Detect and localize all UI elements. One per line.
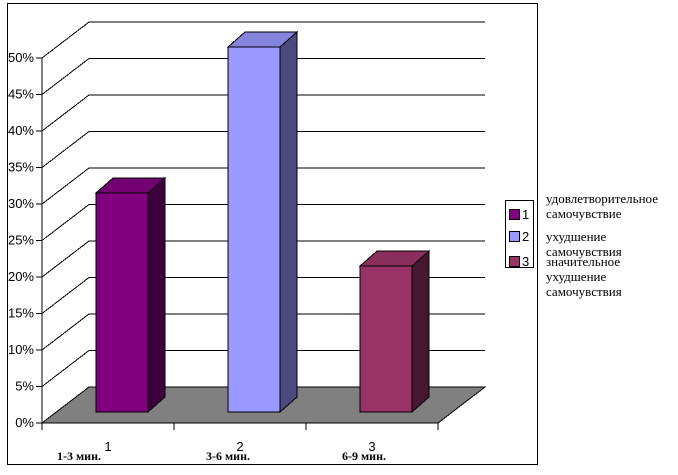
y-tick-label: 10%	[8, 342, 34, 357]
gridline-diagonal	[41, 240, 90, 278]
gridline-diagonal	[41, 204, 90, 241]
category-label: 3	[368, 439, 375, 454]
gridline-diagonal	[41, 21, 90, 59]
legend-item: 3	[509, 254, 529, 269]
bar-3	[359, 265, 413, 413]
bar-1-side	[147, 176, 166, 414]
y-tick-label: 20%	[8, 269, 34, 284]
gridline-diagonal	[41, 167, 90, 205]
category-sublabel: 1-3 мин.	[57, 449, 101, 463]
bar-2	[227, 46, 281, 413]
y-tick-label: 45%	[8, 87, 34, 102]
legend-label: удовлетворительное самочувствие	[546, 191, 658, 221]
gridline-diagonal	[41, 313, 90, 351]
y-tick-label: 30%	[8, 196, 34, 211]
y-tick-label: 50%	[8, 50, 34, 65]
legend-item: 1	[509, 207, 529, 222]
legend-item: 2	[509, 229, 529, 244]
y-tick-label: 35%	[8, 160, 34, 175]
bar-2-side	[279, 30, 298, 414]
legend-box: 1 2 3	[505, 200, 534, 268]
category-sublabel: 3-6 мин.	[206, 449, 250, 463]
legend-swatch-series-1	[509, 209, 520, 220]
y-tick-label: 15%	[8, 306, 34, 321]
bar-3-side	[411, 249, 430, 414]
y-tick-label: 5%	[15, 379, 34, 394]
gridline-diagonal	[41, 277, 90, 314]
gridline-diagonal	[41, 94, 90, 132]
legend-key: 2	[522, 229, 530, 244]
y-tick-label: 25%	[8, 233, 34, 248]
gridline-diagonal	[41, 350, 90, 387]
category-label: 1	[104, 439, 111, 454]
legend-swatch-series-2	[509, 231, 520, 242]
y-tick-label: 40%	[8, 123, 34, 138]
category-label: 2	[236, 439, 243, 454]
y-tick-label: 0%	[15, 415, 34, 430]
legend-key: 3	[522, 254, 530, 269]
legend-label: значительное ухудшение самочувствия	[546, 254, 622, 299]
category-sublabel: 6-9 мин.	[342, 449, 386, 463]
gridline-diagonal	[41, 131, 90, 168]
legend-key: 1	[522, 207, 530, 222]
legend-label: ухудшение самочувствия	[546, 229, 622, 259]
legend-swatch-series-3	[509, 256, 520, 267]
gridline-diagonal	[41, 58, 90, 95]
bar-1	[95, 192, 149, 413]
